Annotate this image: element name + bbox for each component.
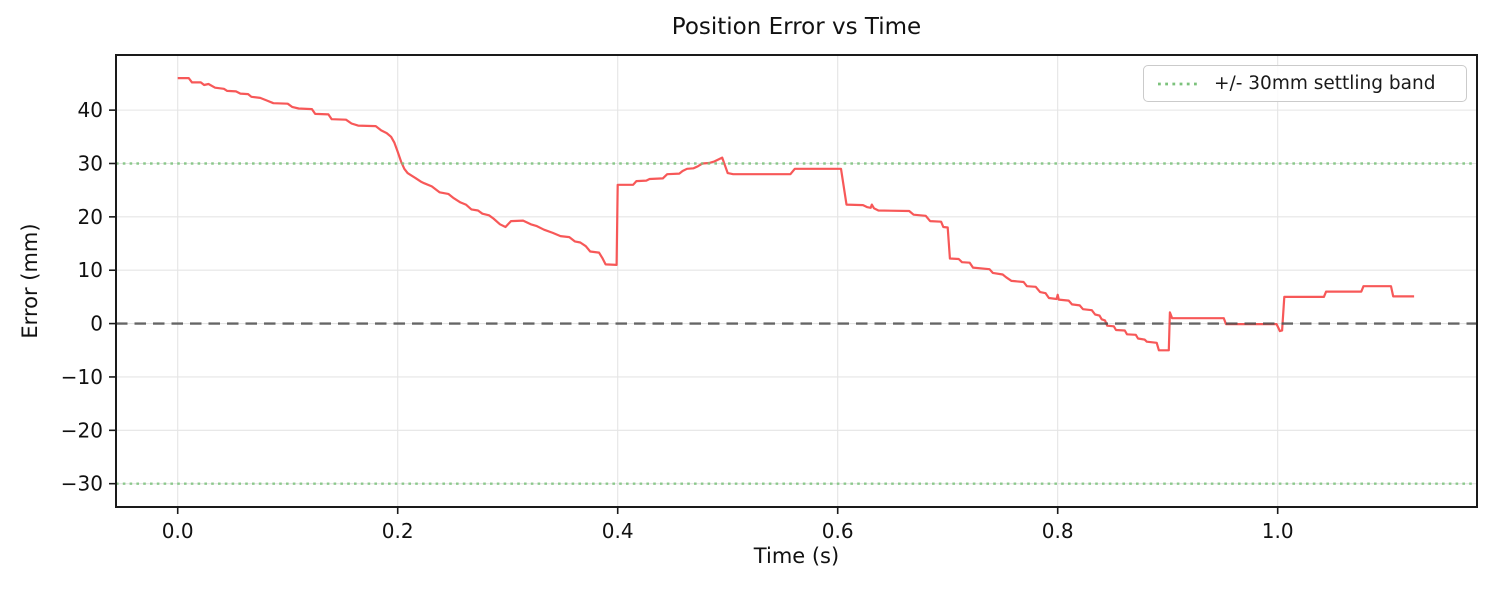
y-tick-label: −20 (61, 418, 103, 442)
chart-title: Position Error vs Time (671, 14, 922, 40)
y-tick-label: 20 (78, 205, 103, 229)
x-tick-label: 0.4 (602, 519, 634, 543)
legend: +/- 30mm settling band (1143, 65, 1467, 102)
y-tick-label: 10 (78, 258, 103, 282)
y-tick-label: 40 (78, 98, 103, 122)
plot-frame (115, 54, 1478, 508)
error-series-line (177, 77, 1415, 352)
y-tick-label: −30 (61, 472, 103, 496)
x-tick-label: 0.0 (162, 519, 194, 543)
y-tick-label: 0 (90, 312, 103, 336)
x-tick-label: 0.8 (1042, 519, 1074, 543)
y-tick-label: −10 (61, 365, 103, 389)
y-axis-label: Error (mm) (18, 223, 42, 339)
y-tick-label: 30 (78, 151, 103, 175)
legend-dotted-line-icon (1158, 82, 1200, 85)
x-axis-label: Time (s) (753, 544, 840, 568)
x-tick-label: 1.0 (1262, 519, 1294, 543)
legend-label: +/- 30mm settling band (1214, 73, 1436, 94)
x-tick-label: 0.2 (382, 519, 414, 543)
x-tick-label: 0.6 (822, 519, 854, 543)
